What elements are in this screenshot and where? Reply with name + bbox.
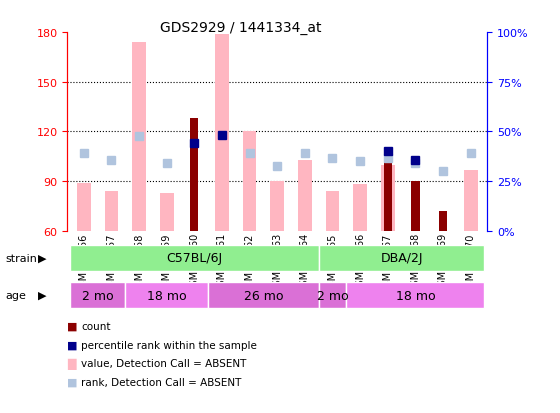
Bar [325,192,339,231]
Text: percentile rank within the sample: percentile rank within the sample [81,340,257,350]
Bar [411,182,419,231]
Bar [77,183,91,231]
Text: strain: strain [6,253,38,263]
Text: ■: ■ [67,377,78,387]
Bar [298,160,312,231]
Text: rank, Detection Call = ABSENT: rank, Detection Call = ABSENT [81,377,241,387]
Text: DBA/2J: DBA/2J [380,252,423,265]
Bar [105,192,118,231]
Text: 26 mo: 26 mo [244,289,283,302]
Text: 18 mo: 18 mo [395,289,435,302]
Text: count: count [81,321,111,331]
Bar [384,162,392,231]
Bar [242,132,256,231]
Bar [381,165,395,231]
FancyBboxPatch shape [319,245,484,271]
Bar [270,182,284,231]
FancyBboxPatch shape [70,245,319,271]
Text: age: age [6,290,26,300]
Text: 2 mo: 2 mo [316,289,348,302]
FancyBboxPatch shape [208,282,319,308]
FancyBboxPatch shape [70,282,125,308]
FancyBboxPatch shape [319,282,346,308]
Text: ▶: ▶ [38,253,46,263]
Text: 18 mo: 18 mo [147,289,186,302]
Bar [439,211,447,231]
Bar [160,193,174,231]
Text: 2 mo: 2 mo [82,289,114,302]
Bar [353,185,367,231]
Text: ▶: ▶ [38,290,46,300]
Text: ■: ■ [67,321,78,331]
Bar [215,35,229,231]
Text: ■: ■ [67,340,78,350]
Bar [190,119,198,231]
FancyBboxPatch shape [125,282,208,308]
Bar [132,43,146,231]
Text: value, Detection Call = ABSENT: value, Detection Call = ABSENT [81,358,246,368]
Text: GDS2929 / 1441334_at: GDS2929 / 1441334_at [160,21,321,35]
Text: █: █ [67,358,76,369]
FancyBboxPatch shape [346,282,484,308]
Bar [464,170,478,231]
Text: C57BL/6J: C57BL/6J [166,252,222,265]
